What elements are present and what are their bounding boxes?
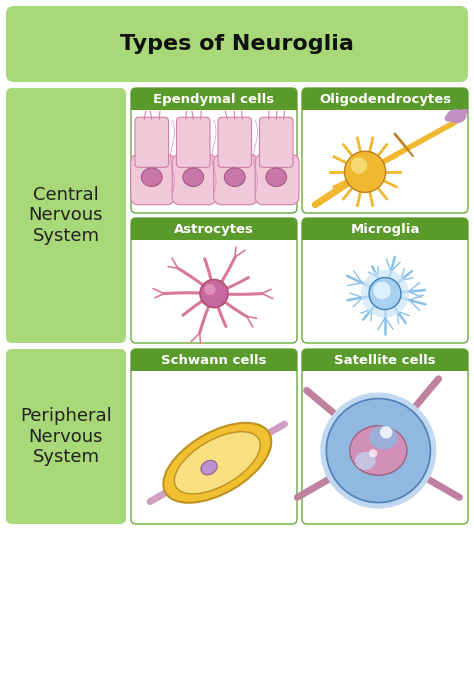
FancyBboxPatch shape (259, 117, 293, 167)
Text: Ependymal cells: Ependymal cells (154, 92, 274, 105)
Text: Astrocytes: Astrocytes (174, 222, 254, 235)
Bar (131, 229, 297, 240)
FancyBboxPatch shape (255, 154, 299, 205)
Ellipse shape (266, 168, 287, 186)
FancyBboxPatch shape (131, 154, 174, 205)
Bar (302, 229, 468, 240)
Bar (302, 99, 468, 110)
FancyBboxPatch shape (302, 218, 468, 343)
Circle shape (373, 282, 391, 299)
Ellipse shape (355, 452, 376, 470)
Bar (302, 360, 468, 371)
Text: Oligodendrocytes: Oligodendrocytes (319, 92, 451, 105)
Circle shape (200, 279, 228, 308)
Text: Types of Neuroglia: Types of Neuroglia (120, 34, 354, 54)
Ellipse shape (164, 423, 271, 503)
Text: Central
Nervous
System: Central Nervous System (29, 186, 103, 246)
FancyBboxPatch shape (214, 154, 257, 205)
FancyBboxPatch shape (302, 88, 468, 213)
Text: Peripheral
Nervous
System: Peripheral Nervous System (20, 407, 112, 466)
Circle shape (369, 449, 377, 458)
Circle shape (351, 158, 367, 174)
FancyBboxPatch shape (131, 218, 297, 240)
FancyBboxPatch shape (135, 117, 169, 167)
Text: Microglia: Microglia (350, 222, 419, 235)
Ellipse shape (174, 431, 260, 494)
FancyBboxPatch shape (6, 88, 126, 343)
Ellipse shape (224, 168, 245, 186)
Text: Satellite cells: Satellite cells (334, 354, 436, 367)
Circle shape (345, 151, 386, 193)
FancyBboxPatch shape (6, 349, 126, 524)
FancyBboxPatch shape (131, 88, 297, 110)
Circle shape (204, 284, 216, 295)
FancyBboxPatch shape (172, 154, 216, 205)
Ellipse shape (141, 168, 162, 186)
Bar (131, 360, 297, 371)
Text: Schwann cells: Schwann cells (161, 354, 267, 367)
FancyBboxPatch shape (131, 349, 297, 524)
FancyBboxPatch shape (302, 218, 468, 240)
FancyBboxPatch shape (302, 349, 468, 371)
FancyBboxPatch shape (302, 88, 468, 110)
Ellipse shape (201, 460, 217, 475)
FancyBboxPatch shape (6, 6, 468, 82)
Circle shape (361, 270, 409, 318)
Bar (131, 99, 297, 110)
Ellipse shape (350, 426, 407, 475)
FancyBboxPatch shape (176, 117, 210, 167)
FancyBboxPatch shape (131, 88, 297, 213)
Circle shape (369, 277, 401, 310)
FancyBboxPatch shape (302, 349, 468, 524)
Circle shape (320, 393, 437, 508)
FancyBboxPatch shape (131, 218, 297, 343)
Circle shape (326, 398, 430, 502)
Ellipse shape (369, 426, 398, 449)
Ellipse shape (183, 168, 204, 186)
FancyBboxPatch shape (218, 117, 252, 167)
Circle shape (380, 426, 392, 438)
Ellipse shape (447, 109, 466, 123)
FancyBboxPatch shape (131, 349, 297, 371)
